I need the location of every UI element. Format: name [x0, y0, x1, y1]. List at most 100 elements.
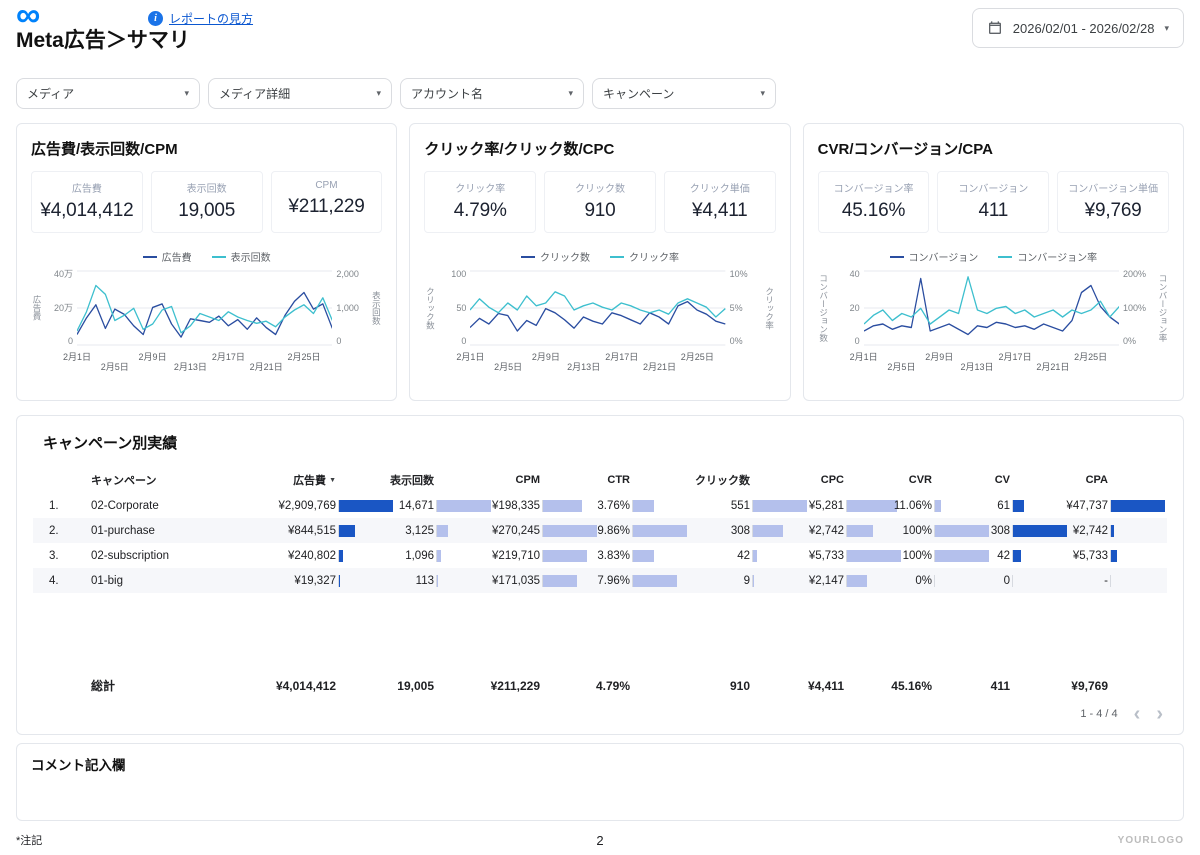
chevron-left-icon[interactable]: ‹	[1134, 704, 1141, 724]
metric-cell: ¥198,335	[491, 500, 597, 512]
data-bar	[543, 500, 582, 512]
report-header: ∞ i レポートの見方 Meta広告＞サマリ 2026/02/01 - 2026…	[16, 0, 1184, 70]
metric-cell: 14,671	[393, 500, 491, 512]
card-ctr-clicks-cpc: クリック率/クリック数/CPC クリック率 4.79% クリック数 910 クリ…	[409, 123, 790, 401]
table-row[interactable]: 1.02-Corporate¥2,909,76914,671¥198,3353.…	[33, 493, 1167, 518]
data-bar-track	[542, 550, 597, 562]
scorecard-ad-cost: 広告費 ¥4,014,412	[31, 171, 143, 233]
total-cell: 411	[989, 679, 1067, 693]
left-axis-ticks: 40200	[830, 270, 864, 346]
scorecard-label: コンバージョン単価	[1060, 180, 1166, 195]
data-bar-track	[632, 575, 687, 587]
axis-tick-label: 10%	[730, 270, 748, 279]
data-bar	[633, 525, 687, 537]
line-chart-plot	[864, 270, 1119, 346]
legend-swatch-icon	[212, 256, 226, 258]
legend-swatch-icon	[890, 256, 904, 258]
scorecard-value: 910	[547, 200, 653, 222]
filter-bar: メディア ▾ メディア詳細 ▾ アカウント名 ▾ キャンペーン ▾	[16, 78, 1184, 109]
data-bar	[339, 550, 343, 562]
left-axis-ticks: 40万20万0	[43, 270, 77, 346]
metric-value: 3,125	[405, 525, 434, 537]
scorecard-clicks: クリック数 910	[544, 171, 656, 233]
legend-item: コンバージョン率	[998, 249, 1097, 264]
axis-tick-label: 0	[336, 337, 341, 346]
metric-value: ¥47,737	[1066, 500, 1108, 512]
scorecard-label: CPM	[274, 180, 380, 191]
filter-label: キャンペーン	[603, 85, 674, 102]
filter-account-name[interactable]: アカウント名 ▾	[400, 78, 584, 109]
metric-value: ¥171,035	[492, 575, 540, 587]
metric-value: 14,671	[399, 500, 434, 512]
data-bar-track	[934, 575, 989, 587]
column-header-2[interactable]: 表示回数	[393, 472, 491, 488]
campaign-table-card: キャンペーン別実績 キャンペーン広告費▼表示回数CPMCTRクリック数CPCCV…	[16, 415, 1184, 735]
scorecard-row: 広告費 ¥4,014,412 表示回数 19,005 CPM ¥211,229	[31, 171, 382, 233]
column-header-0[interactable]: キャンペーン	[73, 472, 277, 488]
column-header-4[interactable]: CTR	[597, 474, 687, 486]
metric-cell: 3.83%	[597, 550, 687, 562]
table-row[interactable]: 3.02-subscription¥240,8021,096¥219,7103.…	[33, 543, 1167, 568]
column-header-9[interactable]: CPA	[1067, 474, 1165, 486]
line-chart-plot	[77, 270, 332, 346]
metric-value: 100%	[903, 525, 932, 537]
metric-value: ¥844,515	[288, 525, 336, 537]
left-axis-title: 広告費	[31, 270, 43, 346]
column-header-6[interactable]: CPC	[807, 474, 901, 486]
metric-cell: ¥2,147	[807, 575, 901, 587]
chart-legend: コンバージョンコンバージョン率	[818, 249, 1169, 264]
metric-cell: ¥5,281	[807, 500, 901, 512]
scorecard-label: 表示回数	[154, 180, 260, 195]
filter-media-detail[interactable]: メディア詳細 ▾	[208, 78, 392, 109]
column-header-1[interactable]: 広告費▼	[277, 472, 393, 488]
data-bar	[339, 525, 355, 537]
column-header-5[interactable]: クリック数	[687, 472, 807, 488]
legend-item: クリック率	[610, 249, 679, 264]
x-axis-tick-label: 2月1日	[850, 350, 878, 363]
data-bar	[633, 550, 654, 562]
chevron-right-icon[interactable]: ›	[1156, 704, 1163, 724]
metric-cell: ¥270,245	[491, 525, 597, 537]
data-bar-track	[436, 500, 491, 512]
chart-legend: クリック数クリック率	[424, 249, 775, 264]
metric-value: 9.86%	[597, 525, 630, 537]
data-bar	[339, 500, 393, 512]
x-axis-tick-label: 2月1日	[63, 350, 91, 363]
scorecard-label: コンバージョン率	[821, 180, 927, 195]
comment-box[interactable]: コメント記入欄	[16, 743, 1184, 821]
metric-cell: ¥219,710	[491, 550, 597, 562]
metric-value: 1,096	[405, 550, 434, 562]
campaign-name: 02-Corporate	[73, 500, 277, 512]
data-bar-track	[632, 525, 687, 537]
total-cell: 45.16%	[901, 679, 989, 693]
line-chart-plot	[470, 270, 725, 346]
page-title: Meta広告＞サマリ	[16, 24, 190, 54]
data-bar-track	[1012, 500, 1067, 512]
metric-value: 3.76%	[597, 500, 630, 512]
metric-cell: ¥47,737	[1067, 500, 1165, 512]
total-cell: 19,005	[393, 679, 491, 693]
filter-campaign[interactable]: キャンペーン ▾	[592, 78, 776, 109]
x-axis-tick-label: 2月13日	[174, 360, 207, 373]
axis-tick-label: 0%	[1123, 337, 1136, 346]
table-row[interactable]: 2.01-purchase¥844,5153,125¥270,2459.86%3…	[33, 518, 1167, 543]
metric-cell: ¥2,742	[807, 525, 901, 537]
table-row[interactable]: 4.01-big¥19,327113¥171,0357.96%9¥2,1470%…	[33, 568, 1167, 593]
x-axis-tick-label: 2月17日	[605, 350, 638, 363]
column-header-7[interactable]: CVR	[901, 474, 989, 486]
metric-cell: 9.86%	[597, 525, 687, 537]
filter-media[interactable]: メディア ▾	[16, 78, 200, 109]
data-bar-track	[436, 525, 491, 537]
axis-tick-label: 40	[850, 270, 860, 279]
axis-tick-label: 0	[461, 337, 466, 346]
scorecard-ctr: クリック率 4.79%	[424, 171, 536, 233]
metric-cell: 61	[989, 500, 1067, 512]
x-axis-tick-label: 2月25日	[287, 350, 320, 363]
metric-value: 11.06%	[894, 500, 932, 512]
scorecard-label: 広告費	[34, 180, 140, 195]
table-header-row: キャンペーン広告費▼表示回数CPMCTRクリック数CPCCVRCVCPA	[33, 467, 1167, 493]
column-header-3[interactable]: CPM	[491, 474, 597, 486]
date-range-picker[interactable]: 2026/02/01 - 2026/02/28 ▾	[972, 8, 1184, 48]
column-header-8[interactable]: CV	[989, 474, 1067, 486]
total-value: ¥4,014,412	[276, 679, 336, 693]
